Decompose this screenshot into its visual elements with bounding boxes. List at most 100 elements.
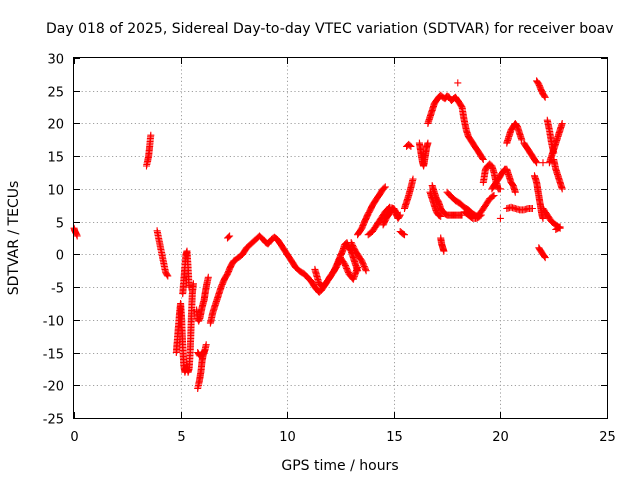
y-tick-label: -25 — [43, 413, 64, 428]
y-axis-label: SDTVAR / TECUs — [6, 181, 22, 296]
series-segment-6 — [193, 273, 212, 325]
series-segment-10 — [224, 232, 234, 242]
data-point — [528, 205, 536, 212]
data-point — [489, 192, 497, 200]
data-point — [436, 212, 444, 220]
data-point — [558, 185, 566, 193]
data-point — [401, 231, 408, 239]
data-point — [539, 159, 547, 167]
plot-frame — [73, 57, 608, 419]
data-point — [399, 230, 407, 238]
series-segment-3 — [153, 227, 172, 280]
series-segment-5 — [179, 247, 193, 298]
data-point — [198, 350, 206, 358]
series-segment-28 — [437, 234, 448, 255]
data-point — [204, 273, 212, 281]
series-segment-32 — [488, 165, 519, 196]
data-point — [541, 253, 548, 260]
data-point — [381, 183, 389, 191]
series-segment-43 — [545, 120, 566, 167]
data-point — [350, 274, 358, 282]
data-point — [406, 141, 414, 149]
series-segment-16 — [354, 183, 389, 239]
series-segment-2 — [143, 131, 155, 170]
axis-ticks: 0 5 10 15 20 25 -25 -20 -15 -10 -5 0 5 10 15 20 25 30 — [43, 53, 616, 446]
data-point — [407, 142, 415, 150]
series-segment-24 — [454, 79, 462, 87]
data-point — [490, 192, 498, 199]
series-segment-9 — [206, 250, 246, 327]
data-point — [197, 351, 205, 359]
y-tick-label: 10 — [47, 184, 64, 199]
data-point — [349, 243, 357, 251]
x-tick-label: 5 — [177, 430, 185, 445]
x-tick-label: 0 — [70, 430, 78, 445]
series-segment-30 — [460, 208, 485, 222]
y-tick-label: 20 — [47, 118, 64, 133]
data-point — [225, 233, 233, 241]
series-segment-7 — [194, 341, 210, 392]
series-segment-4 — [172, 280, 197, 376]
x-tick-label: 25 — [599, 430, 616, 445]
series-segment-45 — [552, 223, 564, 233]
series-segment-36 — [520, 139, 541, 167]
y-tick-label: 25 — [47, 86, 64, 101]
chart-title: Day 018 of 2025, Sidereal Day-to-day VTE… — [46, 21, 614, 37]
series-segment-34 — [503, 120, 526, 147]
data-point — [202, 341, 210, 349]
series-segment-22 — [415, 139, 432, 170]
series-segment-33 — [496, 214, 504, 222]
grid-lines — [74, 58, 607, 418]
data-point — [437, 212, 445, 220]
y-tick-label: 30 — [47, 53, 64, 68]
series-segment-12 — [283, 250, 334, 296]
data-point — [163, 271, 171, 279]
data-point — [424, 139, 432, 147]
y-tick-label: -10 — [43, 315, 64, 330]
y-tick-label: -20 — [43, 380, 64, 395]
data-point — [476, 212, 484, 220]
series-segment-39 — [535, 244, 549, 262]
data-point — [558, 120, 566, 127]
series-segment-18 — [379, 205, 404, 229]
data-point — [496, 214, 504, 222]
series-segment-35 — [503, 203, 536, 214]
data-point — [477, 211, 485, 219]
data-point — [454, 79, 462, 87]
series-segment-40 — [539, 205, 564, 232]
x-tick-label: 15 — [386, 430, 403, 445]
data-point — [511, 188, 519, 196]
data-point — [147, 131, 155, 139]
y-tick-label: 15 — [47, 151, 64, 166]
data-point — [73, 232, 81, 240]
data-point — [479, 156, 487, 163]
series-segment-25 — [458, 103, 487, 163]
series-segment-8 — [194, 349, 206, 360]
series-segment-1 — [70, 224, 81, 240]
data-point — [362, 265, 369, 273]
series-segment-19 — [396, 228, 408, 239]
series-segment-26 — [428, 182, 466, 219]
data-point — [539, 214, 547, 222]
data-point — [541, 254, 549, 262]
data-point — [380, 184, 388, 192]
series-segment-15 — [347, 239, 370, 275]
data-point — [533, 159, 541, 167]
data-point — [185, 283, 193, 291]
series-segment-23 — [424, 91, 466, 127]
x-tick-label: 20 — [492, 430, 509, 445]
data-point — [396, 211, 404, 219]
y-tick-label: 0 — [56, 249, 64, 264]
data-point — [555, 224, 563, 231]
data-point — [479, 154, 487, 162]
data-point — [556, 223, 564, 231]
data-point — [409, 175, 417, 183]
data-point — [354, 267, 362, 275]
data-point — [349, 241, 357, 249]
series-segment-41 — [539, 159, 547, 167]
x-axis-label: GPS time / hours — [281, 458, 398, 474]
y-tick-label: -5 — [51, 282, 64, 297]
y-tick-label: -15 — [43, 348, 64, 363]
data-point — [496, 185, 504, 193]
